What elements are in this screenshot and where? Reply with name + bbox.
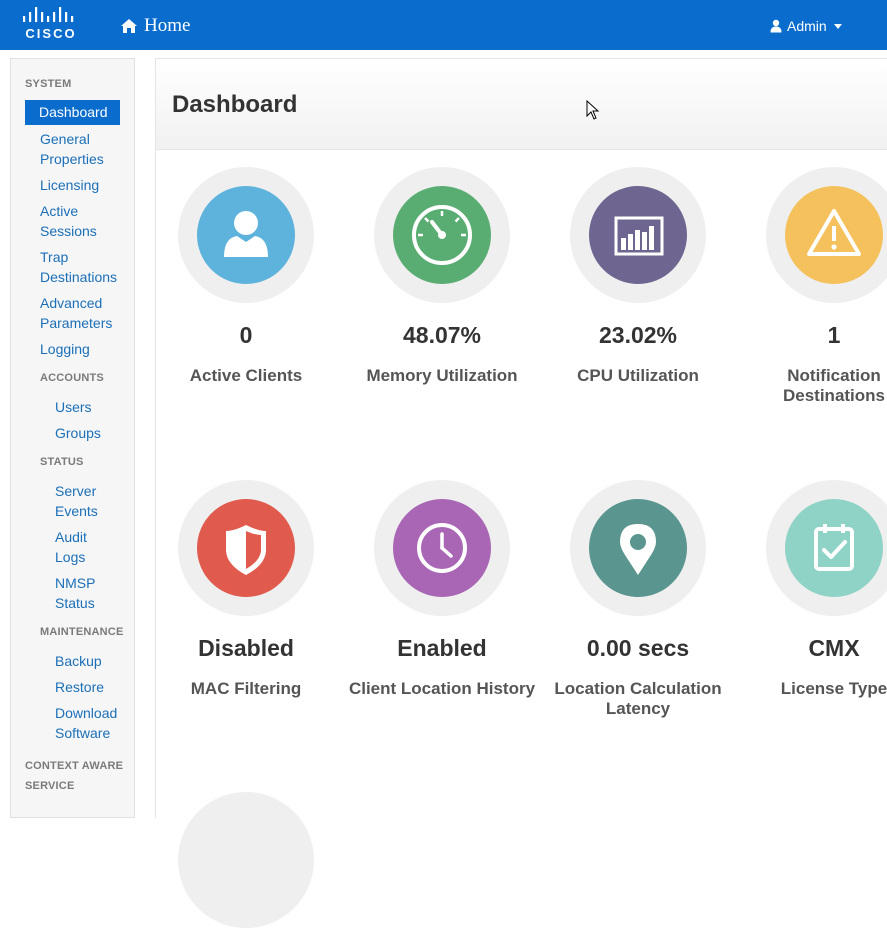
next-tile-ring <box>178 792 314 928</box>
home-icon <box>121 19 137 33</box>
client-location-history-ring <box>374 480 510 616</box>
gauge-icon <box>412 205 472 265</box>
user-icon <box>224 211 268 257</box>
mac-filtering-value: Disabled <box>198 635 294 661</box>
memory-utilization-label: Memory Utilization <box>366 366 518 385</box>
sidebar-item-trap-destinations[interactable]: Trap Destinations <box>40 249 118 285</box>
user-menu[interactable]: Admin <box>770 18 842 34</box>
logo-text: CISCO <box>25 26 77 41</box>
license-type-ring <box>766 480 887 616</box>
mac-filtering-label: MAC Filtering <box>190 679 302 698</box>
sidebar-item-server-events[interactable]: Server Events <box>55 483 98 519</box>
top-navbar: CISCO Home Admin <box>0 0 887 50</box>
page-title: Dashboard <box>172 91 298 118</box>
memory-utilization-ring <box>374 167 510 303</box>
sidebar-heading-system: SYSTEM <box>25 78 72 90</box>
chevron-down-icon <box>833 23 842 29</box>
sidebar-item-general-properties[interactable]: General Properties <box>40 131 104 167</box>
location-latency-disc <box>589 499 687 597</box>
mouse-cursor-icon <box>586 100 600 120</box>
sidebar-item-nmsp-status[interactable]: NMSP Status <box>55 575 96 611</box>
cpu-utilization-value: 23.02% <box>598 322 677 348</box>
home-label: Home <box>144 15 191 36</box>
cpu-utilization-ring <box>570 167 706 303</box>
sidebar-item-licensing[interactable]: Licensing <box>40 177 100 193</box>
bar-chart-icon <box>614 216 664 256</box>
license-type-disc <box>785 499 883 597</box>
location-latency-label: Location Calculation Latency <box>554 679 722 718</box>
main-content: Dashboard 0 Active Clients <box>155 58 887 928</box>
mac-filtering-ring <box>178 480 314 616</box>
clock-icon <box>417 523 467 573</box>
sidebar-item-users[interactable]: Users <box>55 399 92 415</box>
notification-destinations-ring <box>766 167 887 303</box>
license-type-value: CMX <box>808 635 860 661</box>
user-icon <box>770 19 782 33</box>
notification-destinations-disc <box>785 186 883 284</box>
license-type-label: License Type <box>780 679 887 698</box>
map-pin-icon <box>620 524 656 575</box>
sidebar-item-dashboard[interactable]: Dashboard <box>25 100 120 125</box>
sidebar-item-active-sessions[interactable]: Active Sessions <box>40 203 97 239</box>
sidebar-item-restore[interactable]: Restore <box>55 679 105 695</box>
sidebar-heading-status: STATUS <box>40 456 84 468</box>
sidebar-item-groups[interactable]: Groups <box>55 425 101 441</box>
location-latency-ring <box>570 480 706 616</box>
clipboard-check-icon <box>814 524 854 571</box>
mac-filtering-disc <box>197 499 295 597</box>
client-location-history-label: Client Location History <box>348 679 536 698</box>
location-latency-value: 0.00 secs <box>586 635 690 661</box>
client-location-history-value: Enabled <box>397 635 487 661</box>
sidebar-item-advanced-parameters[interactable]: Advanced Parameters <box>40 295 113 331</box>
sidebar: SYSTEM Dashboard General Properties Lice… <box>10 58 135 818</box>
home-link[interactable]: Home <box>120 15 190 37</box>
memory-utilization-disc <box>393 186 491 284</box>
cpu-utilization-disc <box>589 186 687 284</box>
cisco-bars-icon <box>23 7 74 22</box>
sidebar-item-backup[interactable]: Backup <box>55 653 102 669</box>
sidebar-item-logging[interactable]: Logging <box>40 341 90 357</box>
notification-destinations-value: 1 <box>827 322 841 348</box>
sidebar-heading-accounts: ACCOUNTS <box>40 372 104 384</box>
notification-destinations-label: Notification Destinations <box>782 366 886 405</box>
cisco-logo[interactable]: CISCO <box>20 6 82 41</box>
active-clients-ring <box>178 167 314 303</box>
sidebar-item-download-software[interactable]: Download Software <box>55 705 118 741</box>
user-label: Admin <box>787 18 827 34</box>
sidebar-item-audit-logs[interactable]: Audit Logs <box>55 529 87 565</box>
active-clients-disc <box>197 186 295 284</box>
shield-icon <box>226 525 266 575</box>
cpu-utilization-label: CPU Utilization <box>577 366 699 385</box>
sidebar-heading-context-aware-service: CONTEXT AWARE SERVICE <box>25 760 124 792</box>
warning-icon <box>807 209 861 256</box>
memory-utilization-value: 48.07% <box>402 322 481 348</box>
active-clients-value: 0 <box>239 322 253 348</box>
sidebar-heading-maintenance: MAINTENANCE <box>40 626 124 638</box>
client-location-history-disc <box>393 499 491 597</box>
page-header: Dashboard <box>156 58 887 150</box>
active-clients-label: Active Clients <box>189 366 303 385</box>
